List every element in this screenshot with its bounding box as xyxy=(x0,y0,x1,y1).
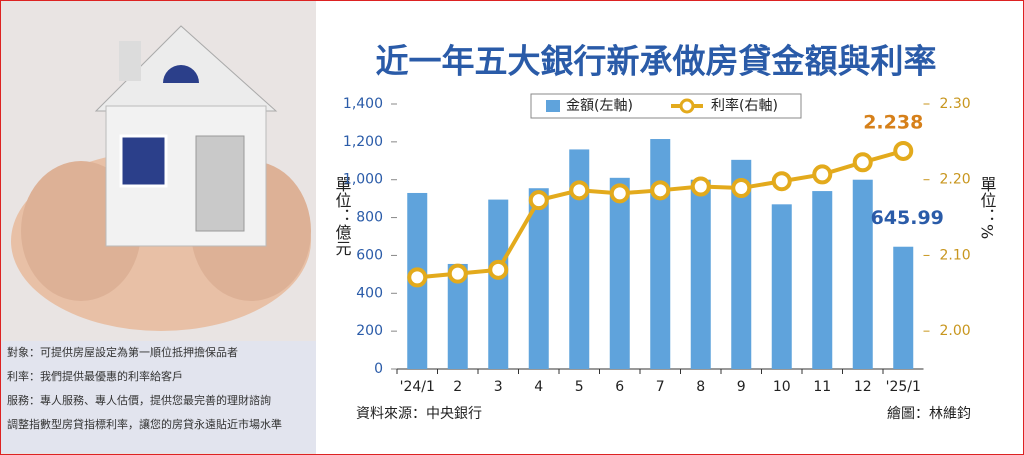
y-tick-label: 200 xyxy=(356,323,383,339)
y2-axis-title: 單位：% xyxy=(978,176,997,239)
x-tick-label: 11 xyxy=(813,379,831,395)
bar xyxy=(852,179,873,369)
bar xyxy=(893,246,914,369)
sidebar-line: 調整指數型房貸指標利率，讓您的房貸永遠貼近市場水準 xyxy=(7,418,282,431)
line-marker xyxy=(812,164,833,185)
y-tick-label: 1,000 xyxy=(343,172,383,188)
x-tick-label: 8 xyxy=(696,379,705,395)
bar xyxy=(650,139,671,369)
x-tick-label: '24/1 xyxy=(400,379,435,395)
bar xyxy=(447,263,468,369)
line-value-label: 2.238 xyxy=(863,111,923,133)
y-tick-label: 400 xyxy=(356,285,383,301)
x-tick-label: '25/1 xyxy=(886,379,921,395)
y2-tick-label: 2.20 xyxy=(940,172,971,188)
x-tick-label: 2 xyxy=(453,379,462,395)
x-tick-label: 6 xyxy=(615,379,624,395)
bar xyxy=(569,149,590,369)
bar xyxy=(812,191,833,369)
line-marker xyxy=(852,152,873,173)
x-tick-label: 7 xyxy=(656,379,665,395)
x-tick-label: 3 xyxy=(494,379,503,395)
line-marker xyxy=(690,176,711,197)
line-marker xyxy=(731,178,752,199)
y-tick-label: 1,200 xyxy=(343,134,383,150)
sidebar-line: 服務：專人服務、專人估價，提供您最完善的理財諮詢 xyxy=(7,394,271,407)
x-tick-label: 12 xyxy=(854,379,872,395)
line-marker xyxy=(447,263,468,284)
legend-box xyxy=(530,93,802,119)
legend-label: 金額(左軸) xyxy=(566,98,633,114)
x-tick-label: 5 xyxy=(575,379,584,395)
source: 資料來源：中央銀行 xyxy=(356,406,482,422)
sidebar-line: 利率：我們提供最優惠的利率給客戶 xyxy=(7,370,183,383)
legend-marker xyxy=(679,98,695,114)
line-marker xyxy=(650,180,671,201)
sidebar: 對象：可提供房屋設定為第一順位抵押擔保品者 利率：我們提供最優惠的利率給客戶服務：… xyxy=(1,341,316,453)
bar xyxy=(609,177,630,369)
x-tick-label: 4 xyxy=(534,379,543,395)
line-marker xyxy=(771,171,792,192)
line-marker xyxy=(528,190,549,211)
line-marker xyxy=(488,259,509,280)
line-marker xyxy=(609,183,630,204)
y2-tick-label: 2.00 xyxy=(940,323,971,339)
bar xyxy=(771,204,792,369)
line-marker xyxy=(893,140,914,161)
line-marker xyxy=(407,267,428,288)
x-tick-label: 9 xyxy=(737,379,746,395)
y-tick-label: 0 xyxy=(374,361,383,377)
photo xyxy=(11,25,311,331)
bar xyxy=(690,179,711,369)
y2-tick-label: 2.30 xyxy=(940,96,971,112)
line-marker xyxy=(569,180,590,201)
y-axis-title: 單位：億元 xyxy=(333,176,352,256)
credit: 繪圖：林維鈞 xyxy=(887,405,971,422)
legend-label: 利率(右軸) xyxy=(711,97,778,114)
y2-tick-label: 2.10 xyxy=(940,247,971,263)
legend-swatch xyxy=(546,100,560,112)
bar xyxy=(528,188,549,369)
bar xyxy=(731,159,752,369)
x-tick-label: 10 xyxy=(773,379,791,395)
y-tick-label: 800 xyxy=(356,210,383,226)
bar xyxy=(488,199,509,369)
y-tick-label: 600 xyxy=(356,247,383,263)
bar-value-label: 645.99 xyxy=(871,207,944,229)
y-tick-label: 1,400 xyxy=(343,96,383,112)
chart-title: 近一年五大銀行新承做房貸金額與利率 xyxy=(376,42,937,81)
sidebar-line: 對象：可提供房屋設定為第一順位抵押擔保品者 xyxy=(7,346,238,359)
